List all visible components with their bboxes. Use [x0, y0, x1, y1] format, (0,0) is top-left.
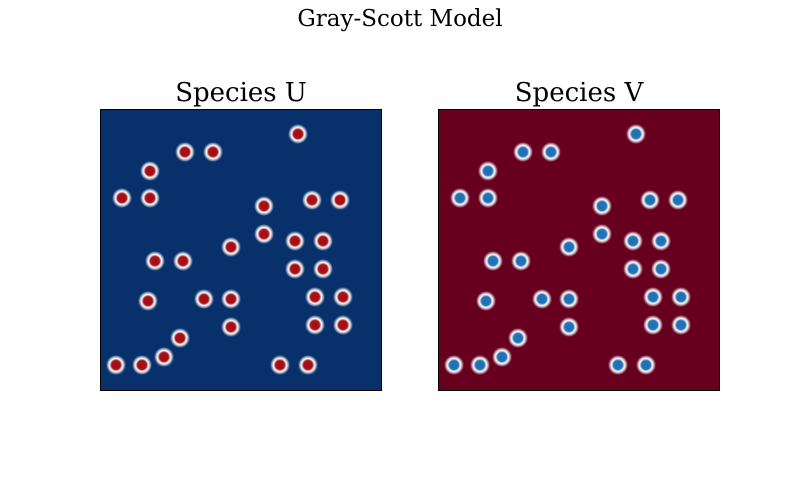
species-u-spot [332, 314, 354, 336]
species-u-spot [220, 316, 242, 338]
species-v-spot [443, 354, 465, 376]
species-v-spot [639, 189, 661, 211]
species-v-field [438, 109, 720, 391]
figure-title: Gray-Scott Model [297, 6, 503, 32]
panel-title-species-u: Species U [175, 78, 307, 108]
species-u-spot [139, 160, 161, 182]
species-v-spot [558, 288, 580, 310]
species-u-spot [172, 250, 194, 272]
species-u-field [100, 109, 382, 391]
species-u-spot [253, 195, 275, 217]
species-v-spot [477, 160, 499, 182]
species-v-image [438, 109, 720, 391]
species-u-spot [304, 286, 326, 308]
species-u-spot [137, 290, 159, 312]
species-u-spot [220, 236, 242, 258]
species-v-spot [591, 195, 613, 217]
species-u-spot [329, 189, 351, 211]
species-u-spot [169, 327, 191, 349]
species-v-spot [650, 258, 672, 280]
species-u-spot [312, 258, 334, 280]
species-v-frame [438, 109, 720, 391]
species-u-frame [100, 109, 382, 391]
species-v-spot [670, 286, 692, 308]
species-u-spot [131, 354, 153, 376]
species-v-spot [507, 327, 529, 349]
species-v-spot [558, 236, 580, 258]
species-u-spot [193, 288, 215, 310]
species-v-spot [642, 286, 664, 308]
species-u-spot [269, 354, 291, 376]
species-v-spot [650, 230, 672, 252]
species-u-spot [312, 230, 334, 252]
species-v-spot [510, 250, 532, 272]
species-v-spot [469, 354, 491, 376]
species-v-spot [558, 316, 580, 338]
species-v-spot [591, 223, 613, 245]
species-v-spot [449, 187, 471, 209]
species-v-spot [482, 250, 504, 272]
species-u-spot [297, 354, 319, 376]
species-u-spot [284, 258, 306, 280]
species-v-spot [491, 346, 513, 368]
species-v-spot [531, 288, 553, 310]
species-u-spot [332, 286, 354, 308]
species-v-spot [475, 290, 497, 312]
species-u-spot [220, 288, 242, 310]
species-v-spot [642, 314, 664, 336]
species-v-spot [477, 187, 499, 209]
species-v-spot [607, 354, 629, 376]
species-v-spot [670, 314, 692, 336]
species-u-spot [284, 230, 306, 252]
species-u-spot [287, 123, 309, 145]
species-u-spot [153, 346, 175, 368]
species-u-spot [253, 223, 275, 245]
species-u-spot [202, 141, 224, 163]
species-u-spot [304, 314, 326, 336]
species-v-spot [540, 141, 562, 163]
species-u-spot [111, 187, 133, 209]
species-u-spot [174, 141, 196, 163]
species-u-spot [105, 354, 127, 376]
species-v-spot [667, 189, 689, 211]
species-u-spot [301, 189, 323, 211]
species-u-spot [144, 250, 166, 272]
species-u-spot [139, 187, 161, 209]
species-v-spot [625, 123, 647, 145]
species-u-image [100, 109, 382, 391]
species-v-spot [512, 141, 534, 163]
species-v-spot [635, 354, 657, 376]
species-v-spot [622, 258, 644, 280]
panel-title-species-v: Species V [514, 78, 644, 108]
species-v-spot [622, 230, 644, 252]
